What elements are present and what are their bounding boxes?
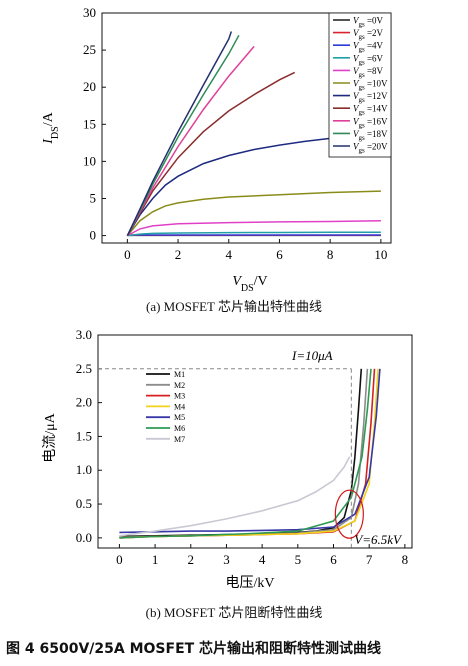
legend-label: Vgs =0V [353,16,384,29]
legend-label: Vgs =16V [353,116,388,129]
x-tick-label: 8 [327,247,334,262]
legend-label: Vgs =14V [353,104,388,117]
series-line-M2 [119,368,369,538]
x-tick-label: 6 [330,552,337,567]
current-limit-label: I=10μA [291,348,333,363]
legend-label: Vgs =8V [353,66,384,79]
x-tick-label: 2 [175,247,182,262]
y-tick-label: 2.5 [76,361,92,376]
chart-b-caption: (b) MOSFET 芯片阻断特性曲线 [145,605,323,620]
x-tick-label: 7 [366,552,373,567]
legend-label: M4 [174,402,185,411]
y-tick-label: 0.0 [76,530,92,545]
y-tick-label: 1.5 [76,428,92,443]
legend-label: Vgs =2V [353,28,384,41]
x-tick-label: 0 [124,247,131,262]
legend-label: Vgs =10V [353,79,388,92]
y-tick-label: 10 [83,153,96,168]
legend-label: Vgs =12V [353,91,388,104]
y-tick-label: 30 [83,5,96,20]
x-tick-label: 8 [402,552,409,567]
legend-label: Vgs =18V [353,129,388,142]
chart-a-xlabel: VDS/V [232,274,267,294]
legend-label: M7 [174,435,185,444]
legend-label: M1 [174,370,185,379]
series-line-10V [126,190,381,237]
chart-b-ylabel: 电流/μA [42,412,58,462]
chart-a-caption: (a) MOSFET 芯片输出特性曲线 [146,299,322,314]
x-tick-label: 1 [152,552,159,567]
series-line-8V [127,219,381,237]
series-line-M6 [119,368,372,539]
x-tick-label: 5 [295,552,302,567]
series-line-14V [126,71,296,236]
y-tick-label: 20 [83,79,96,94]
legend-label: M3 [174,392,185,401]
x-tick-label: 10 [374,247,387,262]
x-tick-label: 2 [188,552,195,567]
legend-label: Vgs =20V [353,142,388,155]
y-tick-label: 5 [90,190,97,205]
y-tick-label: 0.5 [76,496,92,511]
series-line-6V [127,231,381,237]
series-line-M1 [119,368,363,538]
figure-caption: 图 4 6500V/25A MOSFET 芯片输出和阻断特性测试曲线 [6,641,382,657]
voltage-mark-label: V=6.5kV [354,532,403,547]
y-tick-label: 25 [83,42,96,57]
legend-label: M5 [174,413,185,422]
highlight-ellipse [334,489,364,539]
plot-frame [97,334,413,549]
legend-label: Vgs =4V [353,41,384,54]
x-tick-label: 4 [226,247,233,262]
x-tick-label: 4 [259,552,266,567]
blocking-characteristic-chart: 0 1 2 3 4 5 6 7 8 0.0 0.5 1.0 1.5 2.0 2.5 3.0 I=10μA V=6.… [42,327,413,591]
x-tick-label: 3 [223,552,230,567]
y-tick-label: 1.0 [76,462,92,477]
y-tick-label: 2.0 [76,395,92,410]
y-tick-label: 15 [83,116,96,131]
y-tick-label: 3.0 [76,327,92,342]
legend-label: Vgs =6V [353,53,384,66]
legend-label: M2 [174,381,185,390]
chart-b-xlabel: 电压/kV [226,575,275,591]
y-tick-label: 0 [90,228,97,243]
series-line-M3 [119,368,376,539]
series-line-M7 [119,456,351,537]
chart-a-ylabel: IDS/A [41,111,61,144]
legend-label: M6 [174,424,185,433]
x-tick-label: 0 [116,552,123,567]
x-tick-label: 6 [276,247,283,262]
series-line-M5 [119,368,381,534]
series-line-20V [126,31,233,236]
